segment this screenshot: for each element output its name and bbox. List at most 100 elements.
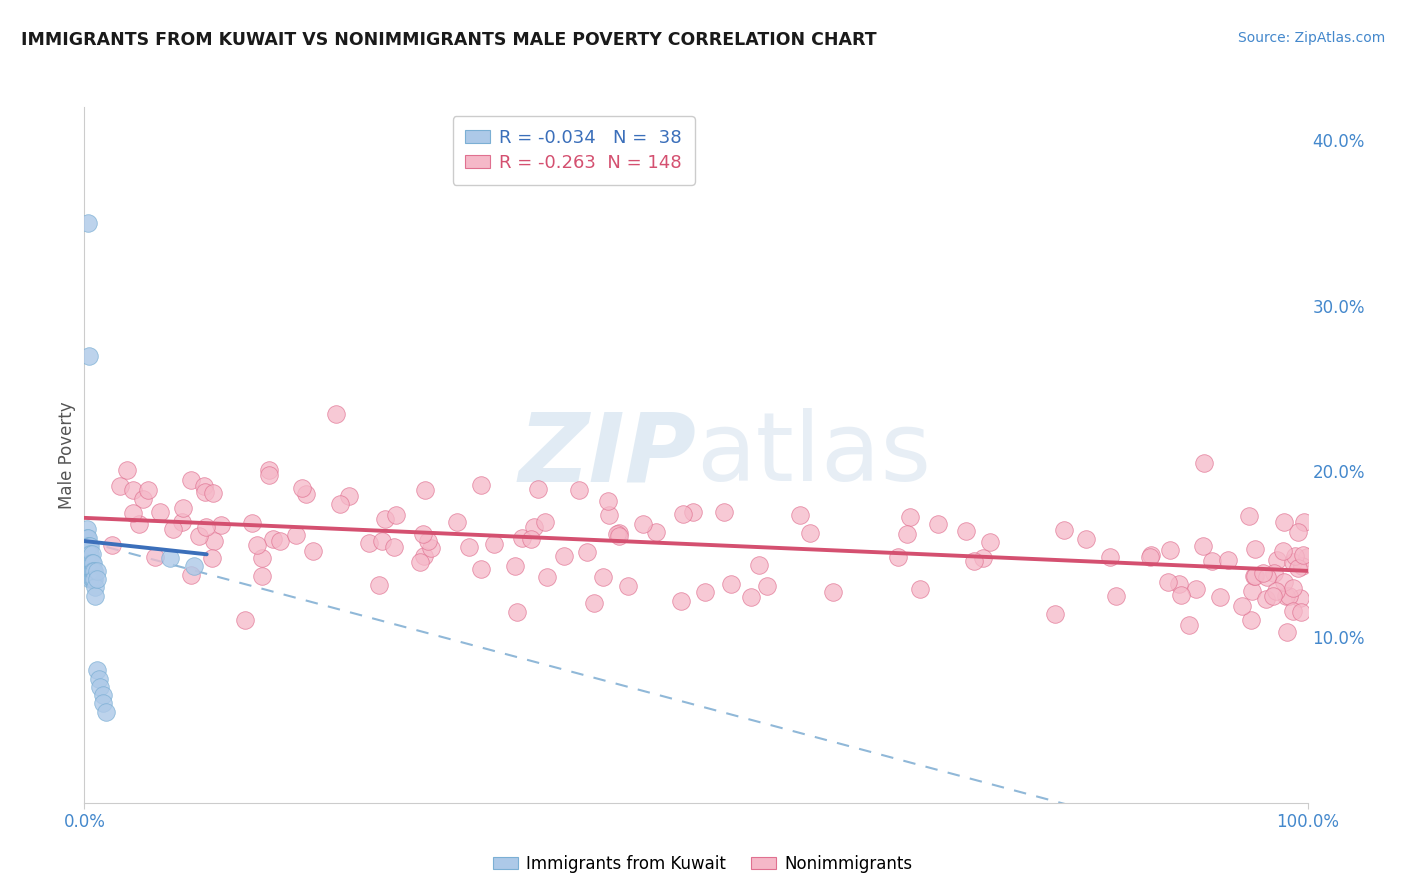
- Point: [1275, 625, 1298, 640]
- Point: [1239, 509, 1261, 524]
- Point: [672, 507, 695, 521]
- Point: [1292, 548, 1315, 562]
- Point: [1284, 549, 1306, 563]
- Point: [1272, 544, 1295, 558]
- Point: [100, 538, 122, 552]
- Point: [162, 522, 184, 536]
- Point: [457, 540, 479, 554]
- Point: [77, 539, 100, 553]
- Point: [1232, 599, 1254, 613]
- Point: [1272, 516, 1295, 530]
- Point: [713, 505, 735, 519]
- Point: [1253, 566, 1275, 580]
- Point: [503, 559, 526, 574]
- Point: [86, 564, 108, 578]
- Point: [80, 572, 103, 586]
- Point: [202, 534, 225, 549]
- Point: [83, 564, 105, 578]
- Point: [77, 539, 100, 553]
- Point: [1139, 549, 1161, 564]
- Point: [927, 516, 949, 531]
- Point: [194, 485, 217, 500]
- Point: [80, 547, 103, 561]
- Point: [240, 516, 263, 531]
- Point: [91, 697, 114, 711]
- Point: [972, 551, 994, 566]
- Point: [606, 527, 628, 541]
- Point: [963, 554, 986, 568]
- Point: [337, 489, 360, 503]
- Point: [1184, 582, 1206, 596]
- Point: [295, 487, 318, 501]
- Point: [233, 613, 256, 627]
- Point: [582, 596, 605, 610]
- Point: [607, 525, 630, 540]
- Point: [1053, 523, 1076, 537]
- Point: [79, 539, 101, 553]
- Point: [172, 500, 194, 515]
- Point: [1261, 589, 1284, 603]
- Point: [1170, 588, 1192, 602]
- Point: [87, 672, 110, 686]
- Point: [1254, 592, 1277, 607]
- Point: [1243, 568, 1265, 582]
- Point: [368, 578, 391, 592]
- Point: [77, 216, 100, 230]
- Point: [1281, 604, 1303, 618]
- Point: [257, 463, 280, 477]
- Point: [79, 564, 101, 578]
- Point: [149, 505, 172, 519]
- Point: [908, 582, 931, 596]
- Point: [823, 584, 845, 599]
- Point: [607, 529, 630, 543]
- Point: [79, 572, 101, 586]
- Point: [955, 524, 977, 538]
- Point: [409, 555, 432, 569]
- Point: [329, 497, 352, 511]
- Point: [1191, 539, 1213, 553]
- Point: [1105, 589, 1128, 603]
- Point: [979, 535, 1001, 549]
- Point: [84, 589, 107, 603]
- Point: [159, 550, 181, 565]
- Point: [1159, 543, 1181, 558]
- Point: [756, 579, 779, 593]
- Point: [108, 479, 131, 493]
- Text: atlas: atlas: [696, 409, 931, 501]
- Point: [79, 547, 101, 561]
- Point: [740, 590, 762, 604]
- Point: [202, 486, 225, 500]
- Point: [201, 550, 224, 565]
- Text: Source: ZipAtlas.com: Source: ZipAtlas.com: [1237, 31, 1385, 45]
- Point: [77, 547, 100, 561]
- Point: [1291, 558, 1313, 573]
- Point: [77, 531, 100, 545]
- Point: [523, 520, 546, 534]
- Point: [412, 549, 434, 563]
- Point: [789, 508, 811, 523]
- Legend: R = -0.034   N =  38, R = -0.263  N = 148: R = -0.034 N = 38, R = -0.263 N = 148: [453, 116, 695, 185]
- Point: [250, 550, 273, 565]
- Point: [419, 541, 441, 555]
- Point: [193, 478, 215, 492]
- Point: [598, 508, 620, 523]
- Point: [748, 558, 770, 572]
- Point: [1272, 574, 1295, 589]
- Point: [1208, 591, 1230, 605]
- Point: [76, 531, 98, 545]
- Point: [359, 536, 381, 550]
- Point: [1286, 525, 1309, 540]
- Point: [1168, 577, 1191, 591]
- Point: [80, 564, 103, 578]
- Point: [136, 483, 159, 497]
- Point: [412, 526, 434, 541]
- Point: [413, 483, 436, 497]
- Text: IMMIGRANTS FROM KUWAIT VS NONIMMIGRANTS MALE POVERTY CORRELATION CHART: IMMIGRANTS FROM KUWAIT VS NONIMMIGRANTS …: [21, 31, 877, 49]
- Point: [799, 526, 821, 541]
- Point: [1286, 561, 1309, 575]
- Point: [187, 529, 209, 543]
- Point: [371, 534, 394, 549]
- Point: [633, 517, 655, 532]
- Point: [245, 538, 267, 552]
- Point: [1192, 456, 1215, 470]
